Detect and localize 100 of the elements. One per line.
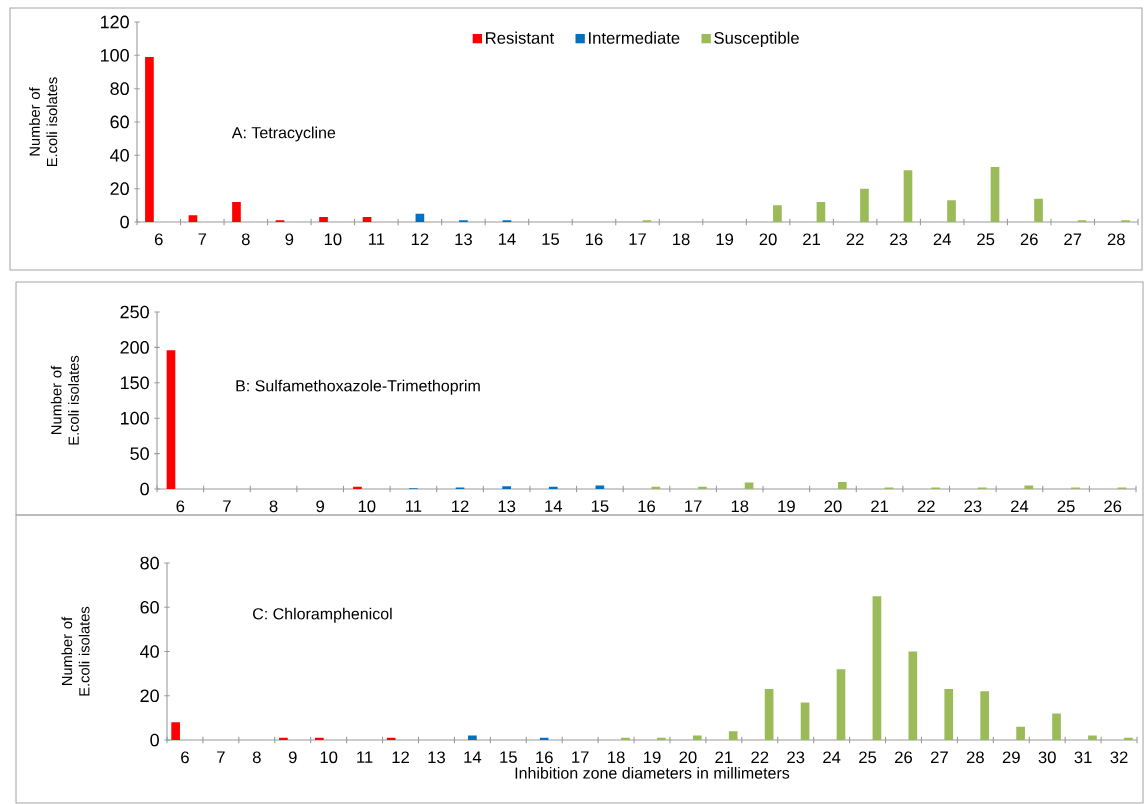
bar [171, 722, 180, 740]
bar [319, 217, 328, 222]
y-axis-title: Number of E.coli isolates [50, 355, 79, 445]
y-tick-label: 0 [140, 482, 149, 496]
bar [145, 56, 154, 222]
y-tick-label: 250 [120, 305, 149, 319]
x-tick-label: 26 [1104, 500, 1122, 513]
bar [692, 735, 702, 740]
x-tick-label: 24 [1011, 500, 1029, 513]
x-tick-label: 21 [871, 500, 889, 513]
y-tick-label: 100 [100, 48, 129, 62]
bar [764, 689, 774, 740]
x-tick-label: 7 [223, 500, 231, 512]
bar [947, 200, 956, 222]
bar [362, 217, 372, 222]
x-tick-label: 20 [824, 500, 842, 513]
x-tick-label: 20 [759, 233, 777, 246]
x-tick-label: 16 [585, 233, 603, 246]
x-tick-label: 19 [716, 233, 734, 246]
y-tick-label: 80 [110, 82, 129, 96]
x-tick-label: 20 [679, 751, 697, 764]
x-tick-label: 17 [572, 751, 589, 763]
x-tick-label: 32 [1110, 751, 1128, 764]
x-tick-label: 11 [406, 500, 422, 512]
y-tick-label: 20 [110, 182, 129, 196]
x-tick-label: 14 [498, 233, 516, 245]
x-tick-label: 15 [591, 500, 609, 513]
x-tick-label: 27 [930, 751, 948, 764]
x-tick-label: 25 [859, 751, 877, 764]
bar [1088, 735, 1097, 740]
bar [188, 215, 198, 222]
x-tick-label: 13 [428, 751, 445, 764]
y-axis-title: Number of E.coli isolates [61, 606, 90, 696]
x-tick-label: 17 [629, 233, 646, 245]
x-tick-label: 8 [269, 500, 278, 513]
bar [837, 481, 847, 489]
x-tick-label: 13 [498, 500, 516, 513]
bar [621, 737, 630, 740]
x-tick-label: 12 [411, 233, 429, 246]
x-tick-label: 25 [977, 233, 995, 246]
bar [166, 350, 176, 489]
x-tick-label: 10 [320, 751, 338, 764]
x-tick-label: 23 [787, 751, 805, 764]
y-tick-label: 120 [100, 15, 129, 29]
x-tick-label: 26 [895, 751, 913, 764]
x-tick-label: 26 [1020, 233, 1038, 246]
bar [944, 689, 954, 740]
x-tick-label: 15 [500, 751, 517, 764]
bar [595, 485, 605, 489]
bar [548, 486, 558, 489]
y-tick-label: 50 [130, 447, 149, 460]
x-tick-label: 23 [890, 233, 908, 246]
x-tick-label: 23 [964, 500, 982, 513]
bar [315, 737, 324, 740]
bar [1024, 485, 1034, 489]
x-tick-label: 18 [608, 751, 625, 764]
bar [1052, 713, 1061, 740]
x-tick-label: 11 [357, 751, 373, 763]
x-tick-label: 16 [638, 500, 656, 513]
x-tick-label: 19 [778, 500, 795, 513]
x-tick-label: 10 [324, 233, 342, 246]
x-tick-label: 22 [846, 233, 864, 246]
y-tick-label: 80 [140, 556, 159, 570]
x-tick-label: 27 [1064, 233, 1082, 246]
y-tick-label: 100 [120, 411, 149, 425]
y-tick-label: 20 [140, 689, 159, 703]
text: A: Tetracycline [231, 126, 336, 142]
x-tick-label: 12 [392, 751, 409, 764]
bar [908, 651, 918, 740]
bar [1016, 726, 1025, 740]
x-tick-label: 8 [252, 751, 261, 764]
bar [502, 486, 511, 489]
x-tick-label: 30 [1038, 751, 1056, 764]
y-tick-label: 60 [140, 600, 159, 614]
x-tick-label: 8 [241, 233, 250, 246]
bar [836, 669, 846, 740]
x-tick-label: 6 [181, 751, 189, 764]
x-tick-label: 14 [545, 500, 563, 512]
bar [1124, 737, 1133, 740]
bar [990, 167, 1000, 222]
bar [1034, 198, 1043, 222]
x-tick-label: 7 [198, 233, 207, 245]
x-tick-label: 6 [176, 500, 185, 513]
y-tick-label: 150 [120, 376, 149, 390]
y-tick-label: 200 [120, 341, 149, 354]
bar [279, 737, 288, 740]
y-tick-label: 40 [140, 645, 159, 658]
x-tick-label: 28 [966, 751, 984, 764]
y-tick-label: 0 [150, 733, 159, 747]
x-tick-label: 25 [1057, 500, 1075, 513]
bar [232, 202, 241, 222]
x-tick-label: 24 [933, 233, 951, 246]
x-tick-label: 22 [751, 751, 769, 764]
x-tick-label: 7 [217, 751, 225, 763]
bar [872, 596, 882, 740]
y-tick-label: 0 [120, 215, 129, 229]
legend-label: Susceptible [714, 31, 799, 48]
bar [657, 737, 666, 740]
bar [698, 486, 707, 489]
bar [773, 205, 782, 222]
